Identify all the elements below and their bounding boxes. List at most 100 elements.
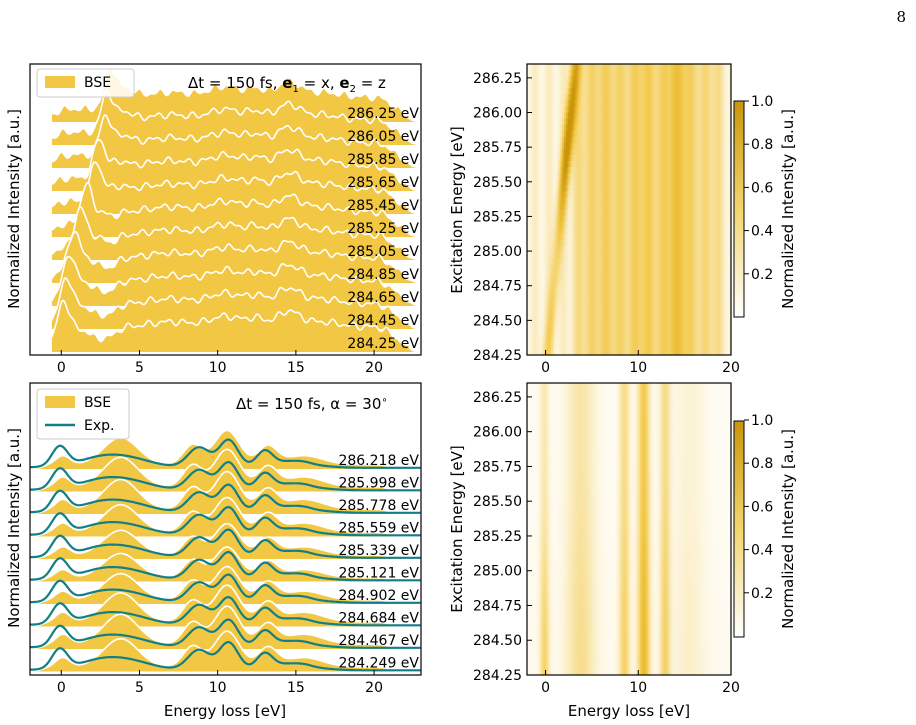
- heatmap-cell: [651, 197, 654, 205]
- heatmap-cell: [590, 282, 593, 289]
- y-axis-label: Normalized Intensity [a.u.]: [5, 109, 23, 309]
- heatmap-cell: [625, 173, 628, 180]
- heatmap-cell: [595, 239, 599, 247]
- heatmap-cell: [558, 203, 561, 211]
- heatmap-cell: [669, 130, 673, 138]
- heatmap-cell: [693, 124, 697, 132]
- heatmap-cell: [588, 264, 591, 271]
- heatmap-cell: [653, 136, 656, 144]
- heatmap-cell: [705, 276, 708, 283]
- heatmap-cell: [679, 112, 682, 120]
- heatmap-cell: [705, 106, 708, 114]
- heatmap-cell: [545, 318, 548, 326]
- heatmap-cell: [608, 258, 612, 265]
- heatmap-cell: [712, 294, 715, 302]
- heatmap-cell: [667, 100, 671, 108]
- heatmap-cell: [560, 312, 563, 320]
- heatmap-cell: [591, 118, 595, 126]
- heatmap-cell: [666, 227, 669, 235]
- heatmap-cell: [552, 330, 556, 338]
- heatmap-cell: [662, 312, 665, 320]
- heatmap-cell: [616, 167, 619, 174]
- heatmap-cell: [608, 227, 612, 235]
- heatmap-cell: [653, 64, 656, 71]
- heatmap-cell: [549, 239, 552, 247]
- heatmap-cell: [601, 270, 604, 277]
- heatmap-cell: [680, 64, 684, 71]
- heatmap-cell: [565, 203, 569, 211]
- heatmap-cell: [575, 185, 578, 192]
- heatmap-cell: [680, 318, 684, 326]
- heatmap-cell: [630, 294, 634, 302]
- heatmap-cell: [703, 167, 706, 174]
- heatmap-cell: [573, 142, 576, 150]
- heatmap-cell: [584, 70, 587, 77]
- heatmap-cell: [721, 130, 725, 138]
- heatmap-cell: [727, 215, 730, 223]
- heatmap-cell: [664, 209, 667, 217]
- heatmap-cell: [614, 221, 617, 229]
- heatmap-cell: [560, 306, 563, 314]
- heatmap-cell: [643, 221, 647, 229]
- heatmap-cell: [623, 312, 626, 320]
- heatmap-cell: [640, 245, 643, 253]
- heatmap-cell: [541, 270, 545, 277]
- heatmap-cell: [641, 324, 645, 332]
- heatmap-cell: [692, 300, 695, 308]
- heatmap-cell: [684, 245, 688, 253]
- heatmap-cell: [562, 197, 565, 205]
- heatmap-cell: [643, 251, 647, 259]
- heatmap-cell: [693, 258, 697, 265]
- heatmap-cell: [701, 130, 704, 138]
- heatmap-cell: [571, 88, 574, 95]
- heatmap-cell: [643, 306, 647, 314]
- heatmap-cell: [641, 197, 645, 205]
- heatmap-cell: [606, 94, 610, 101]
- heatmap-cell: [636, 185, 639, 192]
- heatmap-cell: [558, 167, 561, 174]
- heatmap-cell: [640, 148, 643, 156]
- heatmap-cell: [530, 239, 534, 247]
- heatmap-cell: [660, 179, 663, 186]
- heatmap-cell: [603, 312, 606, 320]
- heatmap-cell: [616, 136, 619, 144]
- heatmap-cell: [673, 94, 676, 101]
- heatmap-cell: [558, 76, 561, 83]
- heatmap-cell: [688, 270, 691, 277]
- heatmap-cell: [688, 94, 691, 101]
- heatmap-cell: [712, 94, 715, 101]
- heatmap-cell: [654, 251, 658, 259]
- heatmap-cell: [710, 142, 714, 150]
- heatmap-cell: [710, 264, 714, 271]
- heatmap-cell: [727, 197, 730, 205]
- heatmap-cell: [710, 324, 714, 332]
- heatmap-cell: [586, 324, 589, 332]
- heatmap-cell: [643, 197, 647, 205]
- heatmap-cell: [667, 318, 671, 326]
- heatmap-cell: [612, 276, 615, 283]
- heatmap-cell: [729, 64, 731, 71]
- heatmap-cell: [590, 197, 593, 205]
- heatmap-cell: [723, 258, 727, 265]
- heatmap-cell: [582, 130, 586, 138]
- heatmap-cell: [612, 245, 615, 253]
- heatmap-cell: [640, 270, 643, 277]
- heatmap-cell: [612, 233, 615, 241]
- heatmap-cell: [638, 209, 641, 217]
- heatmap-cell: [591, 112, 595, 120]
- heatmap-cell: [716, 282, 719, 289]
- heatmap-cell: [610, 94, 613, 101]
- heatmap-cell: [551, 270, 554, 277]
- heatmap-cell: [562, 312, 565, 320]
- heatmap-cell: [591, 136, 595, 144]
- heatmap-cell: [712, 270, 715, 277]
- heatmap-cell: [660, 245, 663, 253]
- heatmap-cell: [595, 185, 599, 192]
- heatmap-cell: [693, 318, 697, 326]
- bse-spectrum-edge: [51, 114, 421, 169]
- heatmap-cell: [632, 324, 636, 332]
- heatmap-cell: [543, 167, 547, 174]
- heatmap-cell: [614, 233, 617, 241]
- heatmap-cell: [667, 282, 671, 289]
- heatmap-cell: [604, 233, 608, 241]
